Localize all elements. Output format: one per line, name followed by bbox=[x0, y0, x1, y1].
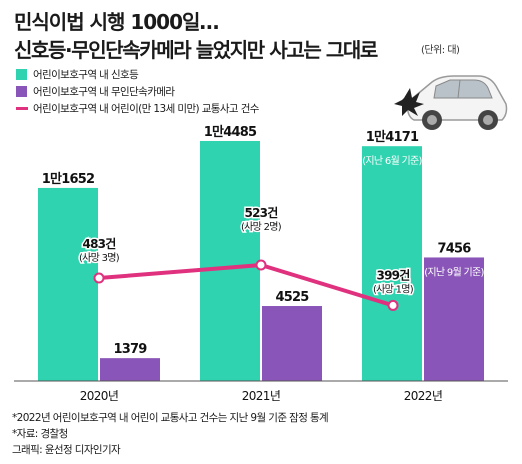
legend-item-signals: 어린이보호구역 내 신호등 bbox=[16, 66, 259, 83]
footnotes: *2022년 어린이보호구역 내 어린이 교통사고 건수는 지난 9월 기준 잠… bbox=[12, 410, 329, 458]
bar-cameras-0 bbox=[100, 358, 160, 381]
legend-swatch-signals bbox=[16, 69, 27, 80]
legend-label-cameras: 어린이보호구역 내 무인단속카메라 bbox=[33, 86, 175, 98]
legend-swatch-accidents bbox=[16, 107, 28, 110]
bar-sublabel-0-2: (지난 6월 기준) bbox=[362, 155, 422, 167]
bar-label-1-1: 4525 bbox=[276, 290, 310, 305]
accident-point-0 bbox=[93, 272, 105, 284]
legend-item-cameras: 어린이보호구역 내 무인단속카메라 bbox=[16, 83, 259, 100]
bar-signals-2 bbox=[362, 146, 422, 381]
bar-cameras-2 bbox=[424, 257, 484, 381]
x-tick-label-0: 2020년 bbox=[80, 389, 119, 403]
bar-signals-0 bbox=[38, 187, 98, 381]
line-sublabel-0: (사망 3명) bbox=[79, 252, 120, 264]
legend-swatch-cameras bbox=[16, 86, 27, 97]
legend: 어린이보호구역 내 신호등 어린이보호구역 내 무인단속카메라 어린이보호구역 … bbox=[16, 66, 259, 117]
line-label-1: 523건 bbox=[245, 205, 279, 220]
footnote-credit: 그래픽: 윤선정 디자인기자 bbox=[12, 444, 121, 456]
accident-point-1 bbox=[255, 259, 267, 271]
chart-title-line1: 민식이법 시행 1000일… bbox=[14, 10, 219, 34]
x-tick-label-1: 2021년 bbox=[242, 389, 281, 403]
bar-label-0-2: 1만4171 bbox=[366, 129, 419, 145]
legend-item-accidents: 어린이보호구역 내 어린이(만 13세 미만) 교통사고 건수 bbox=[16, 100, 259, 117]
bar-label-0-0: 1만1652 bbox=[42, 171, 94, 187]
legend-label-signals: 어린이보호구역 내 신호등 bbox=[33, 69, 139, 81]
x-tick-label-2: 2022년 bbox=[404, 389, 443, 403]
unit-label: (단위: 대) bbox=[421, 45, 460, 56]
bar-label-1-0: 1379 bbox=[114, 342, 148, 357]
line-sublabel-2: (사망 1명) bbox=[373, 283, 414, 295]
footnote-source: *자료: 경찰청 bbox=[12, 428, 68, 440]
footnote-provisional: *2022년 어린이보호구역 내 어린이 교통사고 건수는 지난 9월 기준 잠… bbox=[12, 412, 329, 424]
line-label-0: 483건 bbox=[83, 236, 117, 251]
bar-label-1-2: 7456 bbox=[438, 241, 472, 256]
bar-label-0-1: 1만4485 bbox=[204, 124, 257, 140]
bar-signals-1 bbox=[200, 140, 260, 381]
bar-cameras-1 bbox=[262, 306, 322, 381]
crashed-car-icon bbox=[394, 75, 508, 130]
bar-sublabel-1-2: (지난 9월 기준) bbox=[424, 266, 484, 278]
legend-label-accidents: 어린이보호구역 내 어린이(만 13세 미만) 교통사고 건수 bbox=[33, 103, 259, 115]
chart-title-text: 신호등·무인단속카메라 늘었지만 사고는 그대로 bbox=[14, 38, 378, 62]
line-label-2: 399건 bbox=[377, 267, 411, 282]
accident-point-2 bbox=[387, 299, 399, 311]
line-sublabel-1: (사망 2명) bbox=[241, 221, 282, 233]
chart-title-line2: 신호등·무인단속카메라 늘었지만 사고는 그대로 bbox=[14, 34, 378, 63]
